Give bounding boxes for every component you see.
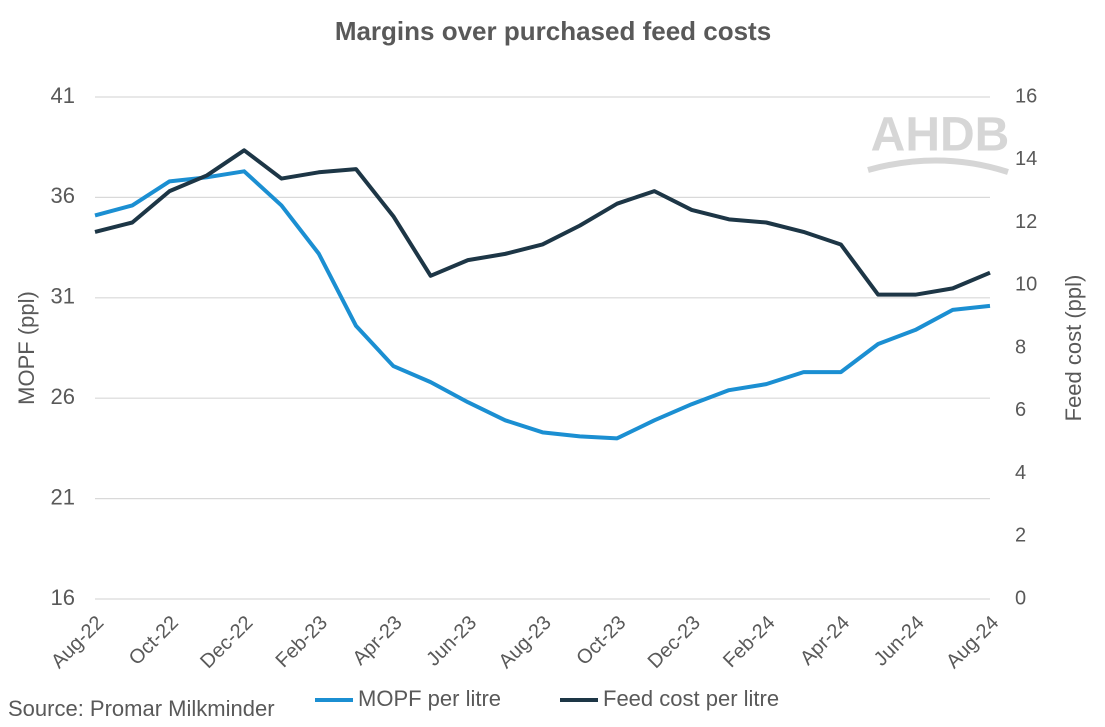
- y2-tick-label: 10: [1015, 274, 1037, 296]
- chart-title: Margins over purchased feed costs: [335, 16, 771, 46]
- x-tick-label: Apr-24: [796, 612, 854, 670]
- x-tick-label: Aug-23: [495, 612, 556, 673]
- y2-tick-label: 14: [1015, 148, 1037, 170]
- source: Source: Promar Milkminder: [8, 696, 275, 721]
- x-tick-label: Aug-24: [942, 612, 1003, 673]
- y-tick-label: 41: [51, 83, 75, 108]
- y2-tick-label: 4: [1015, 462, 1026, 484]
- y-tick-label: 31: [51, 284, 75, 309]
- y-tick-label: 26: [51, 384, 75, 409]
- x-tick-label: Apr-23: [349, 612, 407, 670]
- y2-tick-label: 16: [1015, 85, 1037, 107]
- x-tick-label: Oct-22: [125, 612, 183, 670]
- x-tick-label: Jun-24: [870, 612, 929, 671]
- x-tick-label: Oct-23: [572, 612, 630, 670]
- x-tick-label: Dec-22: [196, 612, 257, 673]
- y2-tick-label: 0: [1015, 587, 1026, 609]
- y-tick-label: 16: [51, 585, 75, 610]
- x-tick-label: Feb-24: [719, 612, 779, 672]
- x-tick-label: Jun-23: [422, 612, 481, 671]
- logo-swoosh: [867, 157, 1009, 175]
- x-tick-label: Aug-22: [47, 612, 108, 673]
- y2-axis-title: Feed cost (ppl): [1061, 275, 1086, 422]
- y2-tick-label: 2: [1015, 525, 1026, 547]
- x-tick-label: Feb-23: [272, 612, 332, 672]
- x-tick-label: Dec-23: [644, 612, 705, 673]
- series-line: [94, 169, 991, 441]
- y-tick-label: 21: [51, 484, 75, 509]
- y2-tick-label: 8: [1015, 336, 1026, 358]
- y-axis-title: MOPF (ppl): [14, 291, 39, 405]
- y-tick-label: 36: [51, 183, 75, 208]
- logo: AHDB: [871, 109, 1010, 162]
- legend-label: Feed cost per litre: [603, 686, 779, 711]
- y2-tick-label: 12: [1015, 211, 1037, 233]
- legend-label: MOPF per litre: [358, 686, 501, 711]
- y2-tick-label: 6: [1015, 399, 1026, 421]
- series-line: [94, 148, 991, 297]
